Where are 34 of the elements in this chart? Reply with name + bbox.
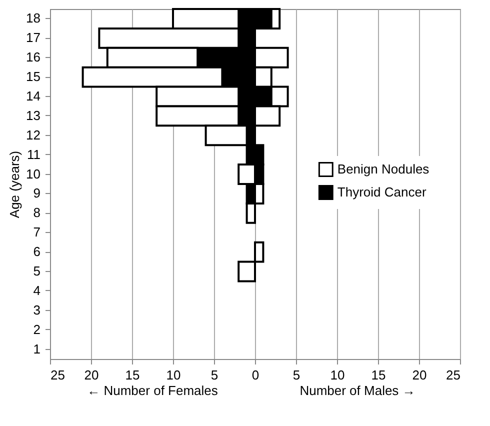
x-tick-label: 15	[125, 368, 140, 382]
legend-label: Thyroid Cancer	[337, 184, 427, 200]
text: ← Number of Females	[87, 383, 218, 398]
text: Number of Males →	[300, 383, 416, 398]
y-tick-label: 2	[33, 322, 40, 337]
x-tick-label: 10	[330, 368, 345, 382]
y-tick-label: 3	[33, 302, 40, 318]
x-tick-label: 20	[412, 368, 427, 382]
y-tick-label: 18	[26, 10, 40, 26]
x-tick-label: 20	[84, 368, 99, 382]
y-tick-label: 12	[26, 127, 40, 142]
y-tick-label: 4	[33, 282, 40, 298]
y-tick-label: 10	[26, 166, 40, 182]
x-tick-label: 10	[166, 368, 181, 382]
x-tick-label: 0	[252, 368, 260, 382]
x-tick-label: 25	[50, 368, 65, 382]
x-tick-label: 5	[292, 368, 300, 382]
x-tick-label: 25	[446, 368, 460, 382]
y-axis-title: Age (years)	[7, 150, 22, 218]
x-tick-label: 15	[371, 368, 386, 382]
y-tick-label: 7	[33, 224, 40, 240]
y-tick-label: 9	[33, 186, 40, 201]
y-tick-label: 5	[33, 264, 40, 278]
y-tick-label: 1	[33, 341, 40, 356]
x-tick-label: 5	[210, 368, 218, 382]
y-tick-label: 17	[26, 30, 40, 46]
y-tick-label: 13	[26, 108, 40, 123]
y-tick-label: 14	[26, 88, 40, 104]
legend-label: Benign Nodules	[337, 162, 430, 176]
y-tick-label: 8	[33, 205, 40, 220]
y-tick-label: 15	[26, 69, 40, 84]
y-tick-label: 6	[33, 244, 40, 260]
y-tick-label: 16	[26, 50, 40, 65]
y-tick-label: 11	[27, 146, 40, 162]
